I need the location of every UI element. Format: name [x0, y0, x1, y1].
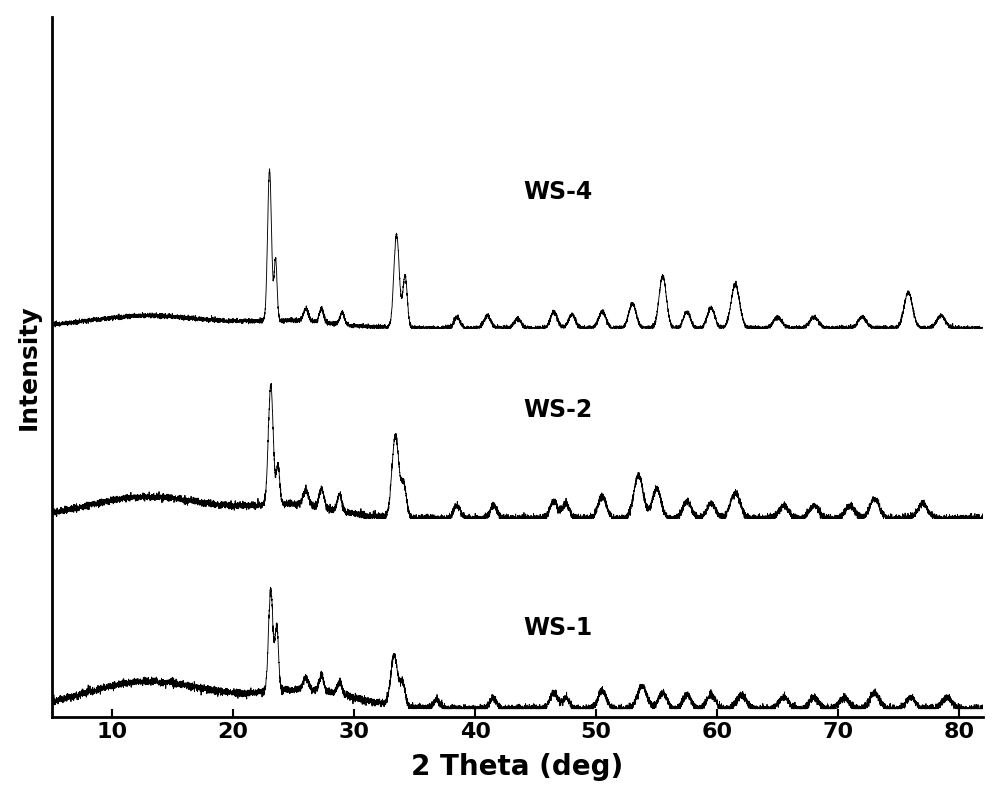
Text: WS-1: WS-1	[524, 615, 593, 639]
Text: WS-4: WS-4	[524, 180, 593, 203]
Text: WS-2: WS-2	[524, 397, 593, 421]
Y-axis label: Intensity: Intensity	[17, 304, 41, 430]
X-axis label: 2 Theta (deg): 2 Theta (deg)	[411, 753, 624, 781]
